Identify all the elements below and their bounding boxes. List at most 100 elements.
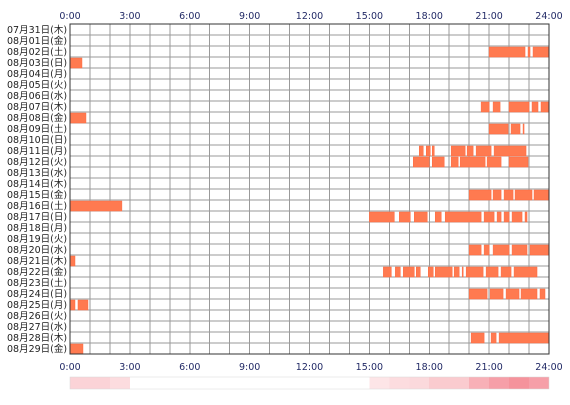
day-label: 08月12日(火): [7, 157, 67, 168]
activity-bar: [498, 332, 550, 344]
x-tick-label-bottom: 21:00: [475, 362, 502, 373]
activity-bar: [69, 112, 87, 124]
x-tick-label-bottom: 12:00: [296, 362, 323, 373]
activity-bar: [69, 299, 76, 311]
activity-bar: [492, 189, 502, 201]
activity-bar: [513, 266, 538, 278]
day-label: 08月13日(水): [7, 167, 67, 179]
x-tick-label-top: 21:00: [475, 11, 502, 22]
activity-bar: [470, 332, 485, 344]
activity-bar: [520, 288, 538, 300]
activity-bar: [532, 46, 550, 58]
activity-bar: [485, 266, 499, 278]
activity-bar: [514, 189, 533, 201]
day-label: 08月28日(木): [7, 332, 67, 344]
x-tick-label-bottom: 18:00: [416, 362, 443, 373]
activity-bar: [466, 145, 474, 157]
x-axis-bottom: 0:00 3:00 6:00 9:00 12:00 15:00 18:00 21:00 24:0…: [59, 362, 562, 373]
activity-bar: [450, 156, 459, 168]
x-tick-label-top: 12:00: [296, 11, 323, 22]
activity-bar: [69, 200, 123, 212]
day-label: 08月07日(木): [7, 101, 67, 113]
activity-bar: [426, 145, 431, 157]
day-label: 08月29日(金): [7, 343, 67, 355]
x-tick-label-top: 3:00: [119, 11, 140, 22]
activity-bar: [505, 288, 520, 300]
activity-bar: [468, 244, 482, 256]
activity-bar: [468, 189, 492, 201]
activity-bar: [383, 266, 392, 278]
plot-frame: [69, 23, 550, 355]
x-tick-label-bottom: 15:00: [356, 362, 383, 373]
activity-bar: [489, 288, 504, 300]
activity-bar: [522, 123, 525, 135]
x-axis-top: 0:00 3:00 6:00 9:00 12:00 15:00 18:00 21:00 24:0…: [59, 11, 562, 22]
day-label: 08月06日(水): [7, 90, 67, 102]
activity-bar: [493, 145, 527, 157]
activity-bar: [399, 211, 411, 223]
activity-bars: [69, 46, 550, 355]
x-tick-label-top: 15:00: [356, 11, 383, 22]
activity-bar: [414, 211, 428, 223]
activity-bar: [431, 156, 445, 168]
day-label: 08月11日(月): [7, 146, 67, 157]
x-tick-label-top: 6:00: [179, 11, 200, 22]
activity-bar: [403, 266, 415, 278]
day-label: 08月21日(木): [7, 255, 67, 267]
activity-strip: [69, 376, 550, 390]
activity-bar: [500, 266, 512, 278]
activity-bar: [416, 266, 421, 278]
activity-bar: [503, 211, 510, 223]
day-label: 08月19日(火): [7, 234, 67, 245]
activity-bar: [503, 189, 514, 201]
x-tick-label-bottom: 6:00: [179, 362, 200, 373]
activity-bar: [531, 101, 539, 113]
activity-bar: [69, 343, 84, 355]
activity-bar: [77, 299, 89, 311]
day-axis: 07月31日(木)08月01日(金)08月02日(土)08月03日(日)08月0…: [7, 24, 67, 355]
day-label: 08月22日(金): [7, 266, 67, 278]
activity-bar: [529, 244, 550, 256]
activity-bar: [434, 266, 453, 278]
day-label: 08月09日(土): [7, 123, 67, 135]
day-label: 08月17日(日): [7, 212, 67, 223]
day-label: 08月26日(火): [7, 311, 67, 322]
day-label: 08月02日(土): [7, 46, 67, 58]
day-label: 08月10日(日): [7, 135, 67, 146]
activity-bar: [508, 156, 529, 168]
activity-bar: [496, 211, 502, 223]
activity-bar: [475, 145, 492, 157]
activity-bar: [533, 189, 550, 201]
activity-bar: [453, 266, 460, 278]
activity-strip-bar: [69, 376, 550, 390]
activity-bar: [444, 211, 482, 223]
activity-bar: [450, 145, 466, 157]
day-label: 08月25日(月): [7, 300, 67, 311]
day-label: 08月05日(火): [7, 80, 67, 91]
day-label: 08月08日(金): [7, 112, 67, 124]
activity-bar: [431, 145, 435, 157]
x-tick-label-top: 18:00: [416, 11, 443, 22]
activity-bar: [490, 332, 497, 344]
day-label: 08月16日(土): [7, 200, 67, 212]
x-tick-label-top: 24:00: [535, 11, 562, 22]
activity-bar: [488, 123, 509, 135]
activity-bar: [524, 211, 528, 223]
activity-bar: [483, 211, 495, 223]
x-tick-label-bottom: 24:00: [535, 362, 562, 373]
activity-bar: [459, 156, 486, 168]
activity-bar: [511, 244, 528, 256]
x-tick-label-bottom: 0:00: [59, 362, 80, 373]
activity-bar: [539, 288, 546, 300]
activity-bar: [369, 211, 395, 223]
day-label: 08月24日(日): [7, 289, 67, 300]
day-label: 08月20日(水): [7, 244, 67, 256]
activity-bar: [461, 266, 464, 278]
activity-bar: [510, 123, 521, 135]
activity-bar: [488, 46, 526, 58]
day-label: 08月18日(月): [7, 223, 67, 234]
activity-bar: [480, 101, 490, 113]
activity-bar: [483, 244, 490, 256]
plot-border: [69, 23, 550, 355]
